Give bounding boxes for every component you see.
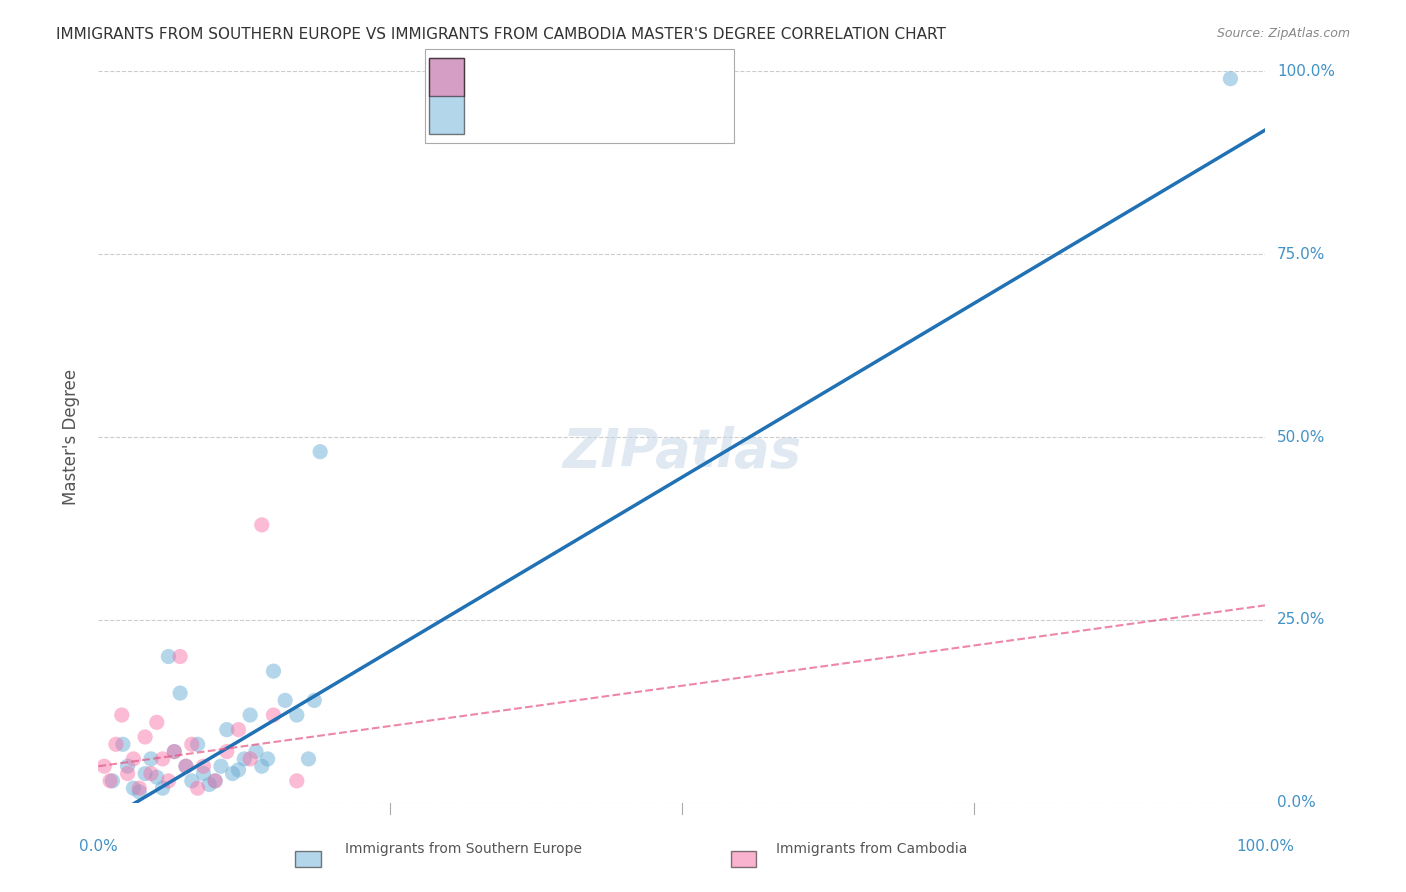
Point	[146, 715, 169, 730]
Point	[215, 745, 238, 759]
Point	[134, 766, 156, 780]
Point	[239, 708, 262, 723]
Text: 50.0%: 50.0%	[1277, 430, 1326, 444]
Point	[134, 730, 156, 744]
Text: R = 0.793   N = 34: R = 0.793 N = 34	[478, 62, 658, 80]
Text: 0.0%: 0.0%	[1277, 796, 1316, 810]
Text: R = 0.313   N = 25: R = 0.313 N = 25	[478, 107, 658, 125]
Point	[245, 745, 267, 759]
Point	[239, 752, 262, 766]
Point	[104, 737, 127, 751]
Point	[122, 781, 145, 796]
Point	[309, 444, 332, 458]
Text: 25.0%: 25.0%	[1277, 613, 1326, 627]
Point	[111, 737, 134, 751]
Point	[304, 693, 326, 707]
Point	[215, 723, 238, 737]
Point	[209, 759, 232, 773]
Point	[174, 759, 197, 773]
Point	[250, 517, 273, 532]
Point	[128, 785, 150, 799]
Point	[122, 752, 145, 766]
Point	[93, 759, 115, 773]
Point	[146, 770, 169, 784]
Point	[117, 759, 139, 773]
Point	[169, 649, 191, 664]
Point	[139, 766, 162, 780]
Point	[180, 773, 202, 788]
Point	[256, 752, 278, 766]
Text: ZIPatlas: ZIPatlas	[562, 425, 801, 478]
Text: IMMIGRANTS FROM SOUTHERN EUROPE VS IMMIGRANTS FROM CAMBODIA MASTER'S DEGREE CORR: IMMIGRANTS FROM SOUTHERN EUROPE VS IMMIG…	[56, 27, 946, 42]
Point	[228, 763, 250, 777]
Point	[1219, 71, 1241, 86]
Point	[285, 773, 308, 788]
Point	[274, 693, 297, 707]
Point	[297, 752, 319, 766]
Point	[193, 759, 215, 773]
Point	[128, 781, 150, 796]
Text: 100.0%: 100.0%	[1236, 839, 1295, 855]
Point	[204, 773, 226, 788]
Text: 75.0%: 75.0%	[1277, 247, 1326, 261]
Text: Source: ZipAtlas.com: Source: ZipAtlas.com	[1216, 27, 1350, 40]
Point	[101, 773, 124, 788]
Point	[193, 766, 215, 780]
Point	[204, 773, 226, 788]
Point	[262, 708, 284, 723]
Point	[180, 737, 202, 751]
Point	[111, 708, 134, 723]
Point	[250, 759, 273, 773]
Text: Immigrants from Cambodia: Immigrants from Cambodia	[776, 842, 967, 856]
Point	[221, 766, 243, 780]
Point	[163, 745, 186, 759]
Point	[187, 737, 209, 751]
Point	[98, 773, 121, 788]
Point	[152, 752, 174, 766]
Point	[174, 759, 197, 773]
Text: Immigrants from Southern Europe: Immigrants from Southern Europe	[346, 842, 582, 856]
Text: 0.0%: 0.0%	[79, 839, 118, 855]
Point	[198, 778, 221, 792]
Point	[233, 752, 256, 766]
Point	[262, 664, 284, 678]
Point	[152, 781, 174, 796]
Point	[139, 752, 162, 766]
Point	[285, 708, 308, 723]
Y-axis label: Master's Degree: Master's Degree	[62, 369, 80, 505]
Point	[163, 745, 186, 759]
Point	[228, 723, 250, 737]
Point	[157, 649, 180, 664]
Point	[117, 766, 139, 780]
Point	[169, 686, 191, 700]
Point	[157, 773, 180, 788]
Point	[187, 781, 209, 796]
Text: 100.0%: 100.0%	[1277, 64, 1336, 78]
